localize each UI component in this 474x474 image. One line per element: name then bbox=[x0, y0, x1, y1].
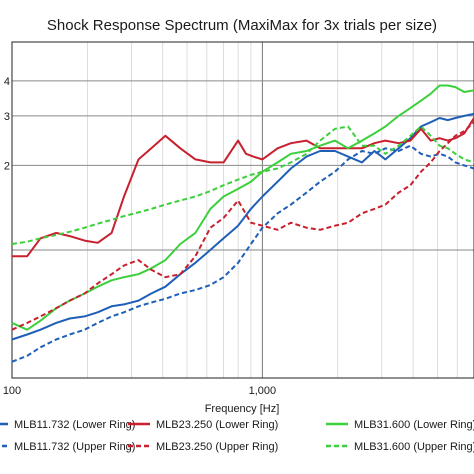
y-tick-label: 3 bbox=[4, 111, 10, 123]
tick-labels: 100 1,000 2 3 4 bbox=[3, 76, 276, 397]
legend-label: MLB31.600 (Upper Ring) bbox=[354, 441, 474, 453]
series-line-6 bbox=[11, 125, 474, 245]
legend-label: MLB23.250 (Lower Ring) bbox=[156, 419, 278, 431]
x-tick-label: 100 bbox=[3, 385, 21, 397]
y-tick-label: 4 bbox=[4, 76, 10, 88]
series-line-5 bbox=[11, 121, 474, 331]
legend-label: MLB23.250 (Upper Ring) bbox=[156, 441, 278, 453]
series-line-1 bbox=[11, 112, 474, 341]
x-axis-label: Frequency [Hz] bbox=[205, 403, 280, 415]
grid bbox=[12, 42, 474, 378]
plot-frame bbox=[11, 41, 474, 379]
series-line-2 bbox=[12, 117, 474, 258]
legend-label: MLB11.732 (Upper Ring) bbox=[14, 441, 135, 453]
legend-label: MLB11.732 (Lower Ring) bbox=[14, 419, 135, 431]
legend-label: MLB31.600 (Lower Ring) bbox=[354, 419, 474, 431]
legend: MLB11.732 (Lower Ring) MLB23.250 (Lower R… bbox=[0, 419, 474, 453]
x-tick-label: 1,000 bbox=[249, 385, 277, 397]
chart-title: Shock Response Spectrum (MaxiMax for 3x … bbox=[47, 17, 437, 34]
series-line-3 bbox=[11, 84, 474, 331]
series-group bbox=[11, 84, 474, 363]
y-tick-label: 2 bbox=[4, 160, 10, 172]
series-line-4 bbox=[11, 144, 474, 363]
